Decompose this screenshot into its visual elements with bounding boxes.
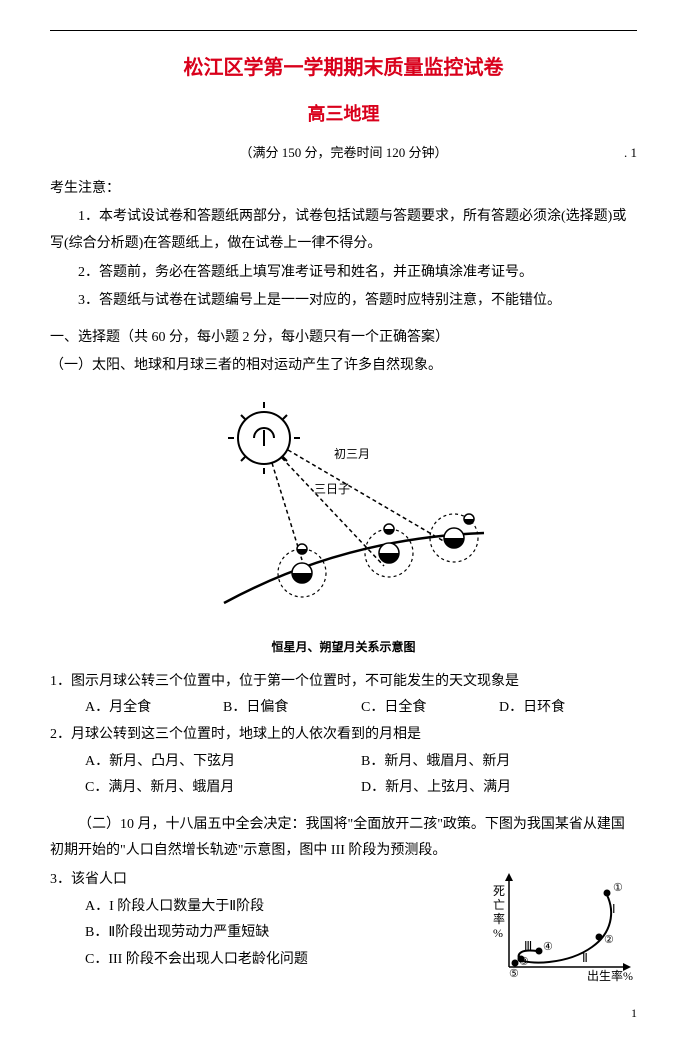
fig2-mark-III: Ⅲ: [524, 939, 532, 953]
fig2-mark-5: ⑤: [509, 968, 519, 980]
q1-opt-b: B．日偏食: [223, 695, 361, 722]
fig2-mark-3: ③: [519, 956, 529, 968]
fig2-ylabel-1: 死: [493, 884, 505, 898]
q3-opt-c: C．III 阶段不会出现人口老龄化问题: [50, 947, 487, 974]
meta-right: . 1: [624, 141, 637, 166]
notice-1: 1．本考试设试卷和答题纸两部分，试卷包括试题与答题要求，所有答题必须涂(选择题)…: [50, 204, 637, 257]
top-rule: [50, 30, 637, 31]
fig2-ylabel-4: %: [493, 926, 503, 940]
meta-line: （满分 150 分，完卷时间 120 分钟） . 1: [50, 141, 637, 166]
figure-1-caption: 恒星月、朔望月关系示意图: [50, 636, 637, 659]
q2-opt-d: D．新月、上弦月、满月: [361, 775, 637, 802]
fig2-ylabel-2: 亡: [493, 898, 505, 912]
q3-stem: 3．该省人口: [50, 867, 487, 894]
q2-opt-b: B．新月、蛾眉月、新月: [361, 749, 637, 776]
q2-opt-a: A．新月、凸月、下弦月: [85, 749, 361, 776]
fig2-ylabel-3: 率: [493, 911, 505, 926]
fig1-label-1: 初三月: [334, 447, 370, 461]
fig2-mark-2: ②: [604, 934, 614, 946]
notice-head: 考生注意：: [50, 176, 637, 203]
q1-opt-d: D．日环食: [499, 695, 637, 722]
fig2-mark-4: ④: [543, 941, 553, 953]
title-main: 松江区学第一学期期末质量监控试卷: [50, 49, 637, 87]
fig1-label-2: 三日子: [314, 482, 350, 496]
figure-1: 初三月 三日子: [50, 388, 637, 628]
q1-stem: 1．图示月球公转三个位置中，位于第一个位置时，不可能发生的天文现象是: [50, 669, 637, 696]
fig2-mark-I: Ⅰ: [612, 902, 616, 916]
meta-center: （满分 150 分，完卷时间 120 分钟）: [239, 145, 447, 160]
q2-options: A．新月、凸月、下弦月 B．新月、蛾眉月、新月 C．满月、新月、蛾眉月 D．新月…: [50, 749, 637, 802]
title-sub: 高三地理: [50, 97, 637, 131]
q3-opt-b: B．Ⅱ阶段出现劳动力严重短缺: [50, 920, 487, 947]
notice-2: 2．答题前，务必在答题纸上填写准考证号和姓名，并正确填涂准考证号。: [50, 260, 637, 287]
section-1-head: 一、选择题（共 60 分，每小题 2 分，每小题只有一个正确答案）: [50, 325, 637, 352]
q2-stem: 2．月球公转到这三个位置时，地球上的人依次看到的月相是: [50, 722, 637, 749]
fig2-mark-1: ①: [613, 882, 623, 894]
q1-opt-a: A．月全食: [85, 695, 223, 722]
q2-opt-c: C．满月、新月、蛾眉月: [85, 775, 361, 802]
q3-opt-a: A．I 阶段人口数量大于Ⅱ阶段: [50, 894, 487, 921]
figure-2: 死 亡 率 % 出生率% ① Ⅰ ② Ⅱ ④ Ⅲ ③ ⑤: [487, 867, 637, 982]
page-number: 1: [50, 1002, 637, 1025]
q1-opt-c: C．日全食: [361, 695, 499, 722]
fig2-xlabel: 出生率%: [587, 968, 633, 982]
q1-options: A．月全食 B．日偏食 C．日全食 D．日环食: [50, 695, 637, 722]
notice-3: 3．答题纸与试卷在试题编号上是一一对应的，答题时应特别注意，不能错位。: [50, 288, 637, 315]
fig2-mark-II: Ⅱ: [582, 951, 588, 965]
group-1-intro: （一）太阳、地球和月球三者的相对运动产生了许多自然现象。: [50, 353, 637, 380]
group-2-intro: （二）10 月，十八届五中全会决定：我国将"全面放开二孩"政策。下图为我国某省从…: [50, 812, 637, 865]
